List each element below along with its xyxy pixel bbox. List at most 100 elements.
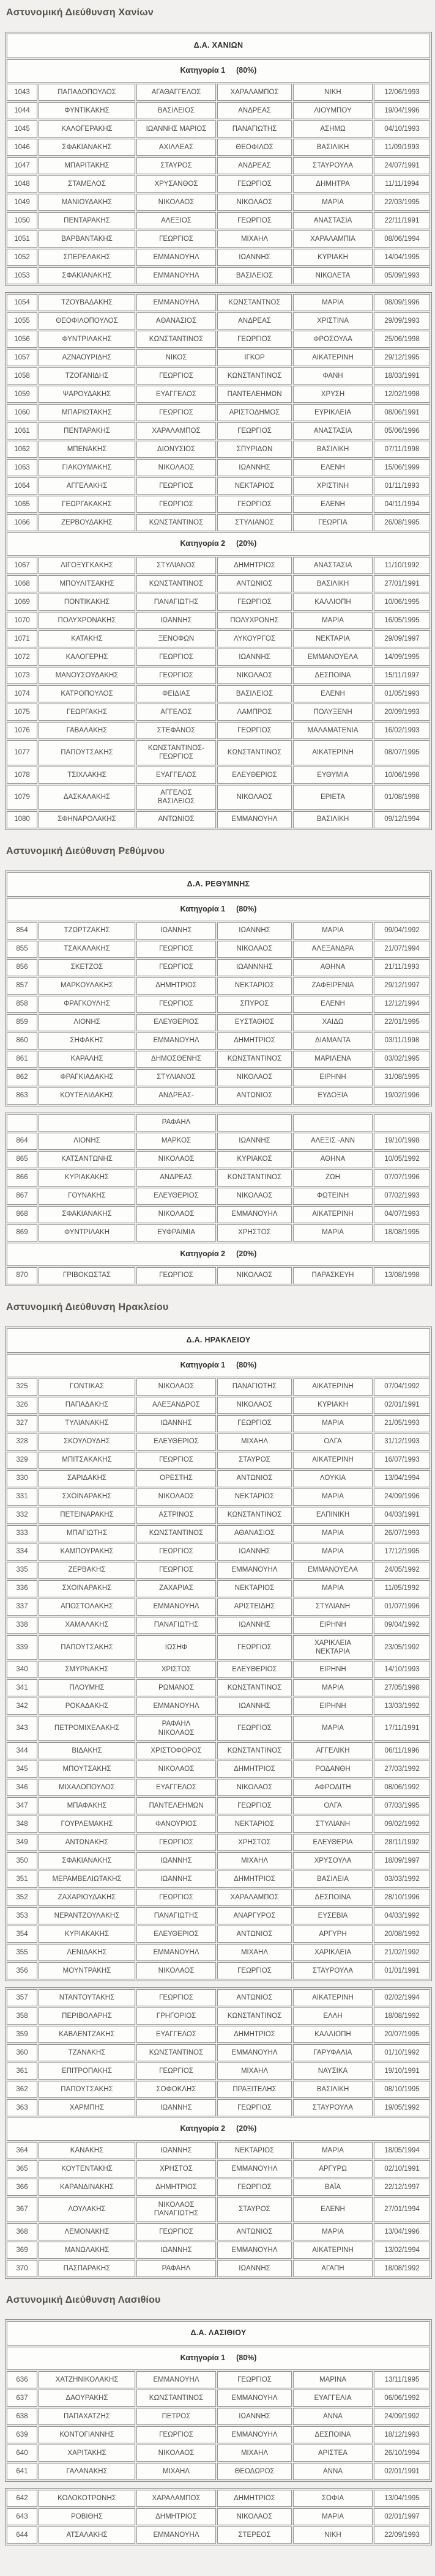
category-label-cell: Κατηγορία 2 (20%) (7, 2118, 430, 2141)
father-name: ΠΑΝΑΓΙΩΤΗΣ (136, 594, 216, 611)
table-row: 857 ΜΑΡΚΟΥΛΑΚΗΣ ΔΗΜΗΤΡΙΟΣ ΝΕΚΤΑΡΙΟΣ ΖΑΦΕΙΡΕΝ… (7, 977, 430, 995)
surname: ΜΕΡΑΜΒΕΛΙΩΤΑΚΗΣ (39, 1871, 135, 1888)
first-name: ΑΝΔΡΕΑΣ (217, 312, 292, 329)
first-name: ΙΩΑΝΝΗΣ (217, 1543, 292, 1561)
birth-date: 29/09/1997 (374, 630, 430, 647)
table-row: 865 ΚΑΤΣΑΝΤΩΝΗΣ ΝΙΚΟΛΑΟΣ ΚΥΡΙΑΚΟΣ ΑΘΗΝΑ 10/05… (7, 1150, 430, 1168)
table-row: 1049 ΜΑΝΙΟΥΔΑΚΗΣ ΝΙΚΟΛΑΟΣ ΝΙΚΟΛΑΟΣ ΜΑΡΙΑ 22/0… (7, 194, 430, 211)
birth-date: 17/12/1995 (374, 1543, 431, 1561)
table-row: 1044 ΦΥΝΤΙΚΑΚΗΣ ΒΑΣΙΛΕΙΟΣ ΑΝΔΡΕΑΣ ΛΙΟΥΜΠΟΥ 19… (7, 102, 430, 119)
table-row: 1071 ΚΑΤΑΚΗΣ ΞΕΝΟΦΩΝ ΛΥΚΟΥΡΓΟΣ ΝΕΚΤΑΡΙΑ 29/09… (7, 630, 430, 647)
father-name: ΦΑΝΟΥΡΙΟΣ (136, 1816, 216, 1833)
father-name: ΔΗΜΗΤΡΙΟΣ (136, 2508, 216, 2525)
row-number: 327 (7, 1415, 37, 1432)
table-row: 337 ΑΠΟΣΤΟΛΑΚΗΣ ΕΜΜΑΝΟΥΗΛ ΑΡΙΣΤΕΙΔΗΣ ΣΤΥΛΙΑΝ… (7, 1598, 431, 1616)
birth-date: 01/11/1993 (374, 477, 430, 495)
row-number: 859 (7, 1014, 37, 1031)
birth-date: 02/01/1991 (374, 1396, 431, 1414)
mother-name: ΕΥΘΥΜΙΑ (293, 766, 373, 784)
birth-date: 12/02/1998 (374, 386, 430, 403)
table-row: 347 ΜΠΑΦΑΚΗΣ ΠΑΝΤΕΛΕΗΜΩΝ ΓΕΩΡΓΙΟΣ ΟΛΓΑ 07/03/… (7, 1797, 431, 1814)
surname: ΧΑΤΖΗΝΙΚΟΛΑΚΗΣ (39, 2371, 135, 2388)
surname: ΠΑΠΑΔΑΚΗΣ (39, 1396, 135, 1414)
mother-name: ΠΟΛΥΞΕΝΗ (293, 704, 373, 721)
row-number: 334 (7, 1543, 37, 1561)
surname: ΓΙΑΚΟΥΜΑΚΗΣ (39, 459, 135, 476)
father-name: ΓΕΩΡΓΙΟΣ (136, 230, 216, 248)
birth-date: 20/07/1995 (374, 2026, 430, 2043)
surname: ΠΛΟΥΜΗΣ (39, 1679, 135, 1697)
row-number: 642 (7, 2489, 37, 2507)
surname: ΣΤΑΜΕΛΟΣ (39, 175, 135, 193)
table-row: 327 ΤΥΛΙΑΝΑΚΗΣ ΙΩΑΝΝΗΣ ΓΕΩΡΓΙΟΣ ΜΑΡΙΑ 21/05/1… (7, 1415, 431, 1432)
birth-date: 09/04/1992 (374, 922, 430, 940)
birth-date: 17/11/1991 (374, 1716, 431, 1741)
row-number: 370 (7, 2259, 37, 2277)
table-row: 334 ΚΑΜΠΟΥΡΑΚΗΣ ΓΕΩΡΓΙΟΣ ΙΩΑΝΝΗΣ ΜΑΡΙΑ 17/12/… (7, 1543, 431, 1561)
surname: ΑΠΟΣΤΟΛΑΚΗΣ (39, 1598, 135, 1616)
birth-date: 12/06/1993 (374, 84, 430, 101)
father-name: ΝΙΚΟΛΑΟΣ ΠΑΝΑΓΙΩΤΗΣ (136, 2197, 216, 2222)
father-name: ΝΙΚΟΛΑΟΣ (136, 194, 216, 211)
father-name: ΚΩΝΣΤΑΝΤΙΝΟΣ- ΓΕΩΡΓΙΟΣ (136, 740, 216, 765)
surname: ΚΟΥΤΕΝΤΑΚΗΣ (39, 2160, 135, 2177)
table-row: 855 ΤΣΑΚΑΛΑΚΗΣ ΓΕΩΡΓΙΟΣ ΝΙΚΟΛΑΟΣ ΑΛΕΞΑΝΔΡΑ 21… (7, 940, 430, 958)
surname: ΠΕΤΕΙΝΑΡΑΚΗΣ (39, 1506, 135, 1524)
mother-name: ΑΛΕΞΑΝΔΡΑ (293, 940, 373, 958)
father-name: ΡΑΦΑΗΛ (136, 2259, 216, 2277)
first-name: ΜΙΧΑΗΛ (217, 1944, 292, 1961)
table-row: 1056 ΦΥΝΤΡΙΛΑΚΗΣ ΚΩΝΣΤΑΝΤΙΝΟΣ ΓΕΩΡΓΙΟΣ ΦΡΟΣΟ… (7, 331, 430, 348)
mother-name: ΝΙΚΟΛΕΤΑ (293, 267, 373, 284)
father-name: ΕΛΕΥΘΕΡΙΟΣ (136, 1433, 216, 1451)
father-name: ΖΑΧΑΡΙΑΣ (136, 1580, 216, 1597)
birth-date: 01/05/1993 (374, 685, 430, 702)
table-row: 1077 ΠΑΠΟΥΤΣΑΚΗΣ ΚΩΝΣΤΑΝΤΙΝΟΣ- ΓΕΩΡΓΙΟΣ ΚΩΝ… (7, 740, 430, 765)
father-name: ΝΙΚΟΛΑΟΣ (136, 2444, 216, 2462)
table-row: 349 ΑΝΤΩΝΑΚΗΣ ΓΕΩΡΓΙΟΣ ΧΡΗΣΤΟΣ ΕΛΕΥΘΕΡΙΑ 28/1… (7, 1834, 431, 1851)
surname: ΜΠΑΡΙΩΤΑΚΗΣ (39, 404, 135, 421)
table-row: 636 ΧΑΤΖΗΝΙΚΟΛΑΚΗΣ ΕΜΜΑΝΟΥΗΛ ΓΕΩΡΓΙΟΣ ΜΑΡΙΝΑ… (7, 2371, 431, 2388)
table-title-row: Δ.Α. ΧΑΝΙΩΝ (7, 34, 430, 58)
table-row: 1057 ΑΖΝΑΟΥΡΙΔΗΣ ΝΙΚΟΣ ΙΓΚΟΡ ΑΙΚΑΤΕΡΙΝΗ 29/12… (7, 349, 430, 366)
surname: ΤΣΙΧΛΑΚΗΣ (39, 766, 135, 784)
mother-name: ΜΑΡΙΑ (293, 922, 373, 940)
category-row: Κατηγορία 2 (20%) (7, 1242, 430, 1266)
row-number: 1073 (7, 667, 37, 684)
first-name: ΕΜΜΑΝΟΥΗΛ (217, 811, 292, 828)
row-number: 643 (7, 2508, 37, 2525)
row-number: 1047 (7, 157, 37, 174)
first-name: ΙΩΑΝΝΗΣ (217, 1132, 292, 1150)
row-number: 1077 (7, 740, 37, 765)
mother-name: ΦΩΤΕΙΝΗ (293, 1187, 373, 1205)
first-name: ΓΕΩΡΓΙΟΣ (217, 212, 292, 229)
category-row: Κατηγορία 1 (80%) (7, 2346, 431, 2370)
row-number: 862 (7, 1069, 37, 1086)
table-row: 1063 ΓΙΑΚΟΥΜΑΚΗΣ ΝΙΚΟΛΑΟΣ ΙΩΑΝΝΗΣ ΕΛΕΝΗ 15/06… (7, 459, 430, 476)
surname: ΚΟΛΟΚΟΤΡΩΝΗΣ (39, 2489, 135, 2507)
surname: ΣΦΑΚΙΑΝΑΚΗΣ (39, 1205, 135, 1223)
first-name: ΜΙΧΑΗΛ (217, 2444, 292, 2462)
row-number: 352 (7, 1889, 37, 1906)
table-row: 360 ΤΖΑΝΑΚΗΣ ΚΩΝΣΤΑΝΤΙΝΟΣ ΕΜΜΑΝΟΥΗΛ ΓΑΡΥΦΑΛΙ… (7, 2044, 430, 2061)
table-row: 860 ΣΗΦΑΚΗΣ ΕΜΜΑΝΟΥΗΛ ΔΗΜΗΤΡΙΟΣ ΔΙΑΜΑΝΤΑ 03/1… (7, 1032, 430, 1050)
birth-date: 08/09/1996 (374, 294, 430, 311)
first-name: ΣΤΑΥΡΟΣ (217, 2197, 292, 2222)
table-row: 867 ΓΟΥΝΑΚΗΣ ΕΛΕΥΘΕΡΙΟΣ ΝΙΚΟΛΑΟΣ ΦΩΤΕΙΝΗ 07/0… (7, 1187, 430, 1205)
father-name: ΜΙΧΑΗΛ (136, 2462, 216, 2480)
birth-date: 18/05/1994 (374, 2142, 430, 2159)
section-heading: Αστυνομική Διεύθυνση Ρεθύμνου (6, 845, 165, 856)
mother-name: ΑΡΓΥΡΩ (293, 2160, 373, 2177)
birth-date: 13/04/1994 (374, 1470, 431, 1487)
row-number: 325 (7, 1378, 37, 1396)
first-name: ΚΩΝΣΤΑΝΤΙΝΟΣ (217, 2007, 292, 2025)
birth-date: 19/10/1991 (374, 2063, 430, 2080)
mother-name: ΧΑΡΙΚΛΕΙΑ (293, 1944, 373, 1961)
mother-name: ΕΙΡΗΝΗ (293, 1069, 373, 1086)
section-heading: Αστυνομική Διεύθυνση Λασιθίου (6, 2294, 161, 2305)
mother-name: ΑΝΑΣΤΑΣΙΑ (293, 557, 373, 574)
table-row: 1069 ΠΟΝΤΙΚΑΚΗΣ ΠΑΝΑΓΙΩΤΗΣ ΓΕΩΡΓΙΟΣ ΚΑΛΛΙΟΠΗ… (7, 594, 430, 611)
row-number: 857 (7, 977, 37, 995)
first-name: ΚΩΝΣΤΑΝΤΙΝΟΣ (217, 1169, 292, 1187)
mother-name: ΠΑΡΑΣΚΕΥΗ (293, 1267, 373, 1284)
surname: ΜΠΙΤΣΑΚΑΚΗΣ (39, 1451, 135, 1469)
